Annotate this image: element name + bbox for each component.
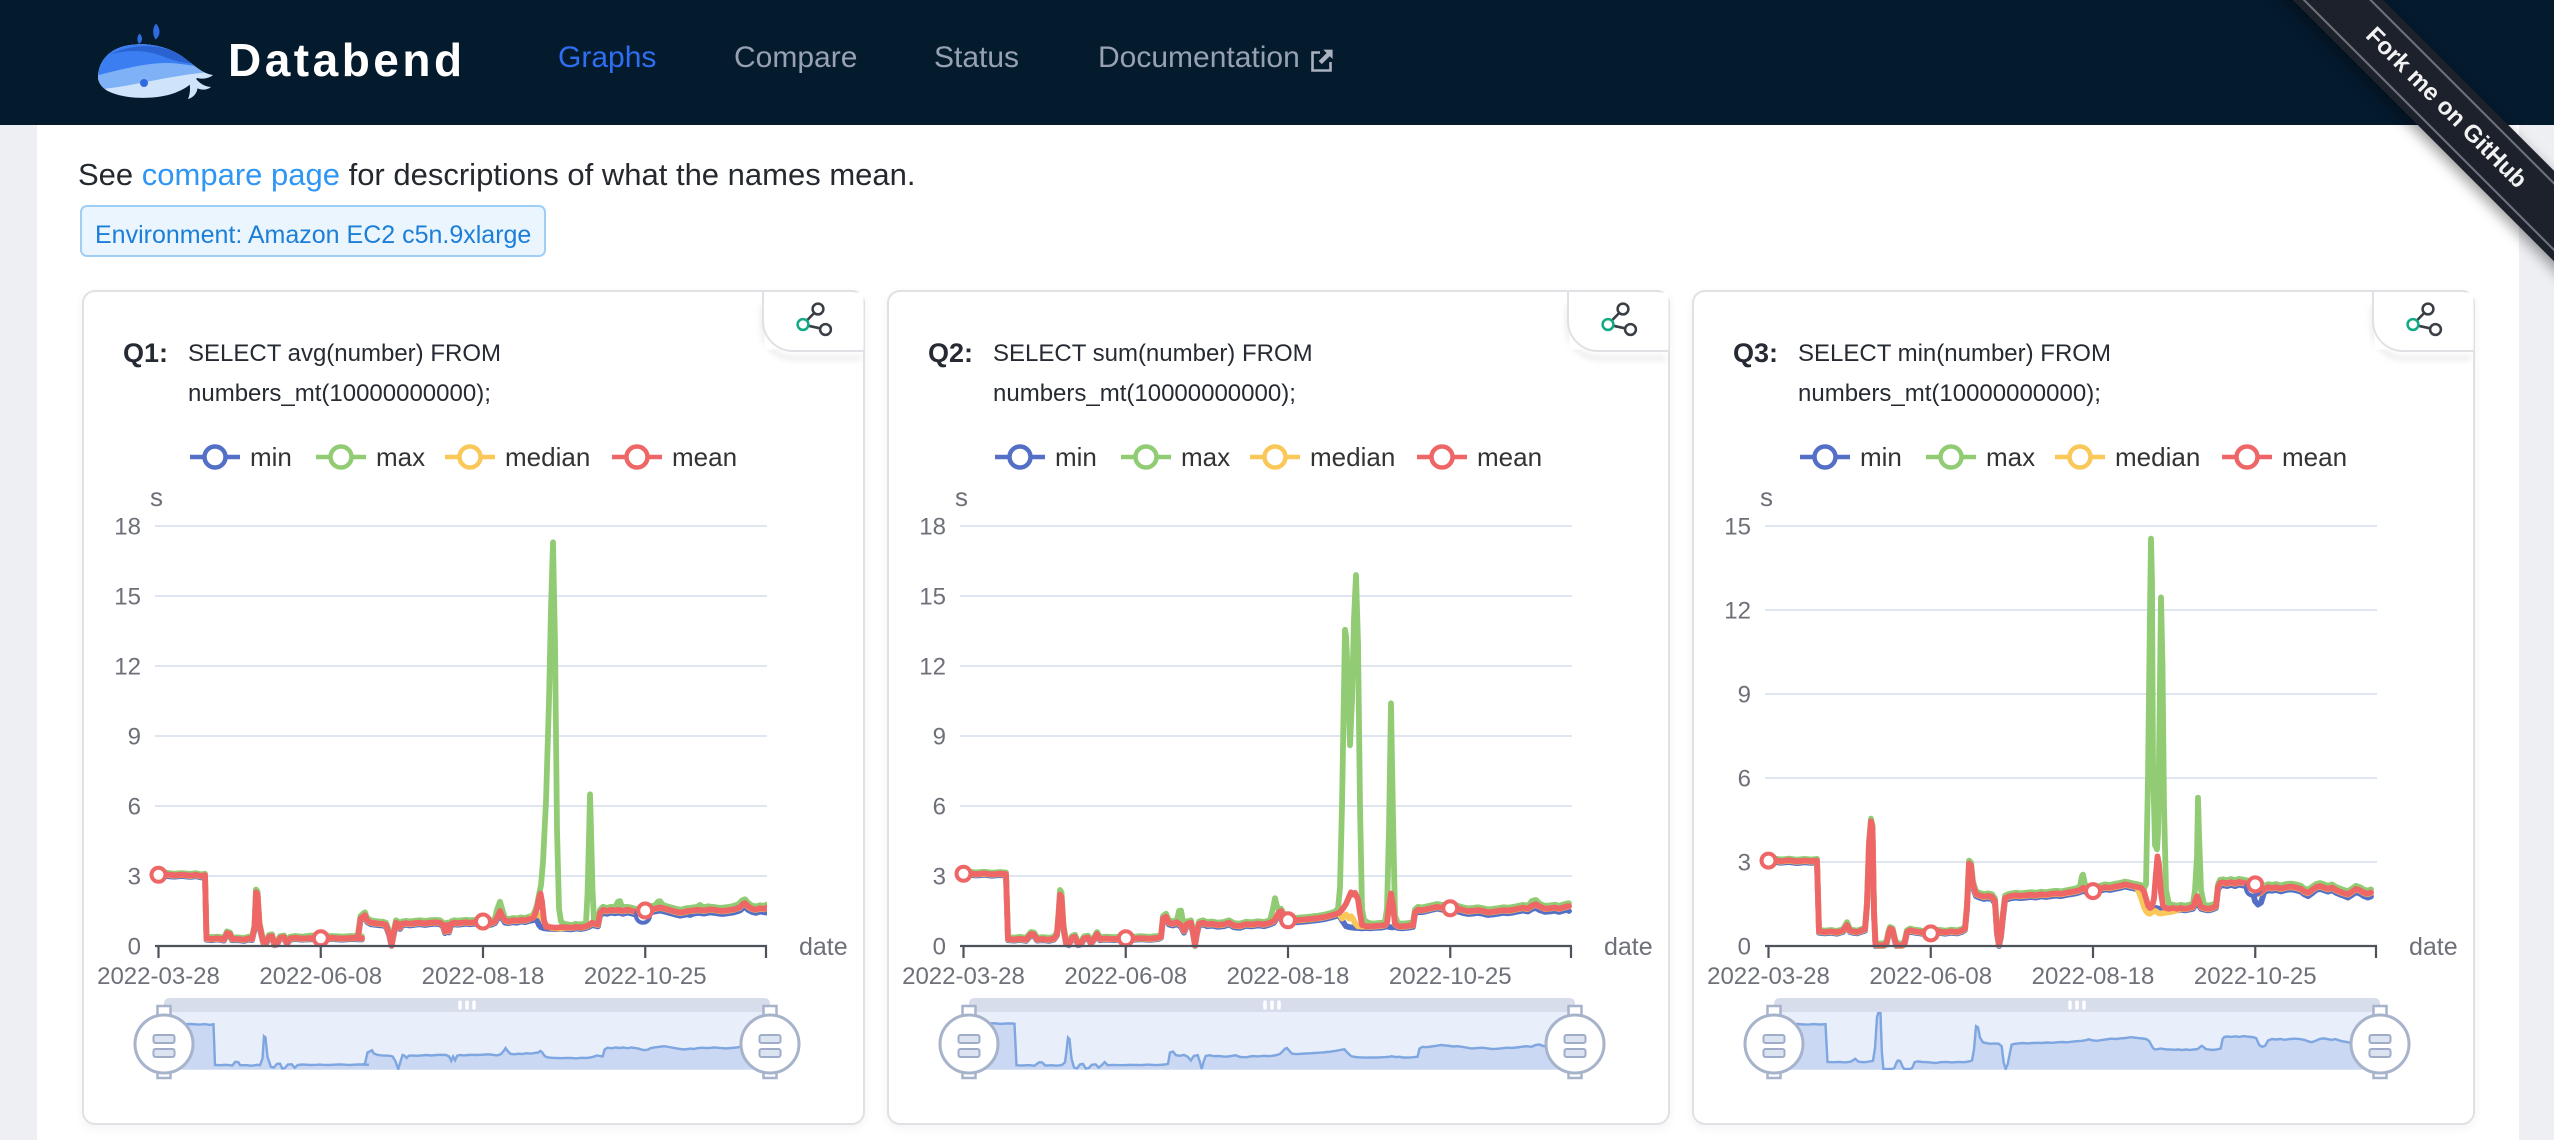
- svg-text:SELECT min(number) FROM: SELECT min(number) FROM: [1798, 340, 2111, 367]
- svg-text:date: date: [799, 933, 848, 961]
- svg-text:12: 12: [114, 654, 141, 681]
- svg-text:mean: mean: [672, 442, 737, 472]
- svg-text:6: 6: [933, 794, 946, 821]
- svg-text:date: date: [1604, 933, 1653, 961]
- svg-text:2022-10-25: 2022-10-25: [2194, 963, 2317, 990]
- svg-text:s: s: [955, 482, 968, 512]
- svg-text:median: median: [505, 442, 590, 472]
- svg-text:2022-06-08: 2022-06-08: [1064, 963, 1187, 990]
- svg-text:date: date: [2409, 933, 2458, 961]
- svg-text:SELECT sum(number) FROM: SELECT sum(number) FROM: [993, 340, 1313, 367]
- svg-text:12: 12: [1724, 598, 1751, 625]
- svg-text:2022-10-25: 2022-10-25: [584, 963, 707, 990]
- svg-text:median: median: [1310, 442, 1395, 472]
- svg-text:mean: mean: [1477, 442, 1542, 472]
- svg-text:numbers_mt(10000000000);: numbers_mt(10000000000);: [1798, 380, 2101, 407]
- svg-text:Q1:: Q1:: [123, 338, 168, 368]
- svg-text:2022-03-28: 2022-03-28: [902, 963, 1025, 990]
- svg-text:18: 18: [919, 514, 946, 541]
- svg-text:9: 9: [933, 724, 946, 751]
- svg-text:3: 3: [933, 864, 946, 891]
- svg-text:18: 18: [114, 514, 141, 541]
- svg-text:3: 3: [1738, 850, 1751, 877]
- svg-text:6: 6: [128, 794, 141, 821]
- svg-text:2022-10-25: 2022-10-25: [1389, 963, 1512, 990]
- svg-text:min: min: [1860, 442, 1902, 472]
- svg-text:6: 6: [1738, 766, 1751, 793]
- svg-text:15: 15: [114, 584, 141, 611]
- svg-text:max: max: [1181, 442, 1230, 472]
- svg-text:2022-06-08: 2022-06-08: [1869, 963, 1992, 990]
- svg-text:2022-08-18: 2022-08-18: [1227, 963, 1350, 990]
- svg-text:12: 12: [919, 654, 946, 681]
- svg-text:mean: mean: [2282, 442, 2347, 472]
- svg-text:3: 3: [128, 864, 141, 891]
- svg-text:min: min: [1055, 442, 1097, 472]
- svg-text:Q2:: Q2:: [928, 338, 973, 368]
- svg-text:SELECT avg(number) FROM: SELECT avg(number) FROM: [188, 340, 501, 367]
- svg-text:0: 0: [933, 934, 946, 961]
- svg-text:9: 9: [128, 724, 141, 751]
- svg-text:15: 15: [1724, 514, 1751, 541]
- svg-text:0: 0: [128, 934, 141, 961]
- svg-text:2022-03-28: 2022-03-28: [1707, 963, 1830, 990]
- svg-text:numbers_mt(10000000000);: numbers_mt(10000000000);: [993, 380, 1296, 407]
- svg-text:2022-06-08: 2022-06-08: [259, 963, 382, 990]
- svg-text:0: 0: [1738, 934, 1751, 961]
- svg-text:2022-03-28: 2022-03-28: [97, 963, 220, 990]
- svg-text:2022-08-18: 2022-08-18: [422, 963, 545, 990]
- svg-text:2022-08-18: 2022-08-18: [2032, 963, 2155, 990]
- svg-text:s: s: [1760, 482, 1773, 512]
- svg-text:max: max: [1986, 442, 2035, 472]
- svg-text:median: median: [2115, 442, 2200, 472]
- svg-text:numbers_mt(10000000000);: numbers_mt(10000000000);: [188, 380, 491, 407]
- svg-text:min: min: [250, 442, 292, 472]
- svg-text:s: s: [150, 482, 163, 512]
- svg-text:Q3:: Q3:: [1733, 338, 1778, 368]
- svg-text:15: 15: [919, 584, 946, 611]
- svg-text:max: max: [376, 442, 425, 472]
- svg-text:9: 9: [1738, 682, 1751, 709]
